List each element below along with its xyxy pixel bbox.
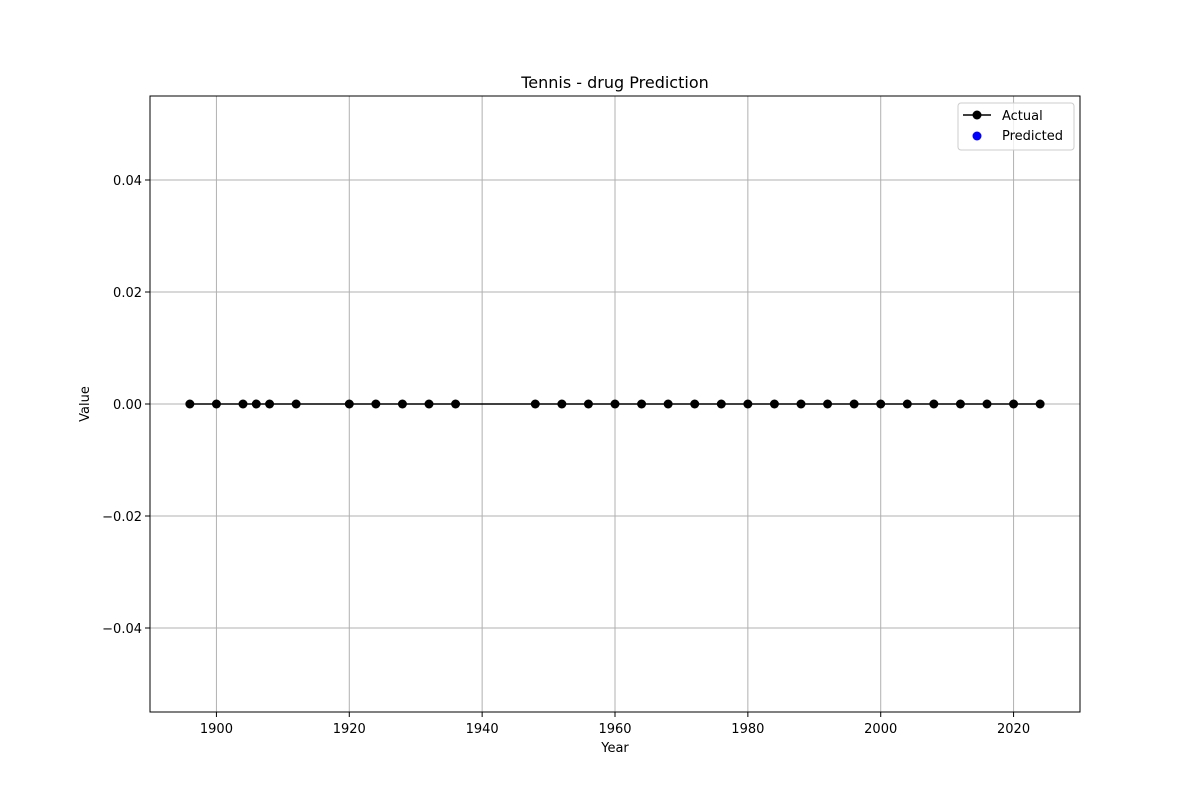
data-point <box>238 399 248 409</box>
data-point <box>371 399 381 409</box>
data-point <box>211 399 221 409</box>
data-point <box>291 399 301 409</box>
data-point <box>876 399 886 409</box>
data-point <box>690 399 700 409</box>
y-tick-label: −0.02 <box>102 510 142 525</box>
data-point <box>823 399 833 409</box>
data-point <box>251 399 261 409</box>
legend-predicted-label: Predicted <box>1002 129 1063 144</box>
data-point <box>769 399 779 409</box>
data-point <box>982 399 992 409</box>
legend-actual-marker-swatch <box>972 110 982 120</box>
legend-actual-label: Actual <box>1002 109 1043 124</box>
data-point <box>1009 399 1019 409</box>
data-point <box>796 399 806 409</box>
y-tick-label: 0.00 <box>113 398 142 413</box>
y-tick-label: 0.02 <box>113 286 142 301</box>
data-point <box>397 399 407 409</box>
x-tick-label: 1980 <box>731 722 764 737</box>
y-axis: −0.04 −0.02 0.00 0.02 0.04 <box>102 174 150 637</box>
data-point <box>583 399 593 409</box>
data-point <box>451 399 461 409</box>
data-point <box>610 399 620 409</box>
data-point <box>955 399 965 409</box>
series-actual <box>185 399 1045 409</box>
y-tick-label: 0.04 <box>113 174 142 189</box>
x-axis: 1900 1920 1940 1960 1980 2000 2020 <box>200 712 1030 737</box>
data-point <box>743 399 753 409</box>
x-tick-label: 1960 <box>598 722 631 737</box>
data-point <box>344 399 354 409</box>
x-axis-label: Year <box>600 741 629 756</box>
chart-title: Tennis - drug Prediction <box>520 73 709 92</box>
x-tick-label: 1920 <box>333 722 366 737</box>
x-tick-label: 1940 <box>466 722 499 737</box>
data-point <box>424 399 434 409</box>
legend-predicted-marker-swatch <box>972 131 982 141</box>
data-point <box>265 399 275 409</box>
data-point <box>902 399 912 409</box>
x-tick-label: 1900 <box>200 722 233 737</box>
y-axis-label: Value <box>78 386 93 422</box>
data-point <box>530 399 540 409</box>
data-point <box>716 399 726 409</box>
x-tick-label: 2020 <box>997 722 1030 737</box>
data-point <box>637 399 647 409</box>
data-point <box>849 399 859 409</box>
data-point <box>557 399 567 409</box>
data-point <box>929 399 939 409</box>
legend: Actual Predicted <box>957 102 1075 151</box>
data-point <box>185 399 195 409</box>
x-tick-label: 2000 <box>864 722 897 737</box>
y-tick-label: −0.04 <box>102 622 142 637</box>
data-point <box>1035 399 1045 409</box>
series-layer <box>185 399 1045 409</box>
data-point <box>663 399 673 409</box>
